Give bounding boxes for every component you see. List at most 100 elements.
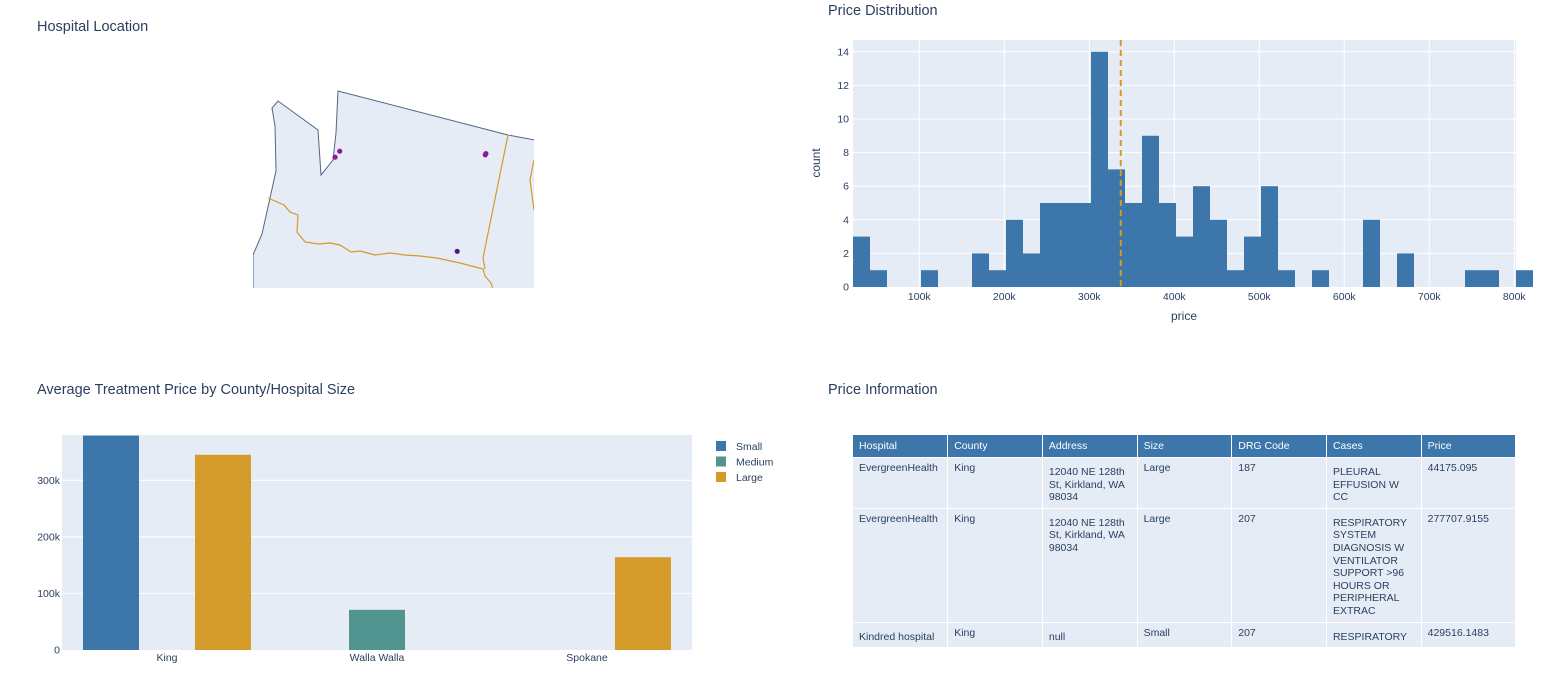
bar-small[interactable] — [83, 435, 139, 650]
table-cell: PLEURAL EFFUSION W CC — [1326, 457, 1422, 509]
histogram-y-tick-label: 12 — [837, 80, 849, 92]
histogram-bar[interactable] — [1482, 270, 1499, 287]
histogram-x-tick-label: 700k — [1418, 291, 1442, 303]
legend-item-small[interactable]: Small — [716, 441, 762, 453]
bar-medium[interactable] — [349, 609, 405, 650]
table-cell: 207 — [1231, 507, 1327, 623]
histogram-bar[interactable] — [1040, 202, 1057, 287]
bar-chart-title: Average Treatment Price by County/Hospit… — [37, 382, 356, 398]
legend-label: Large — [736, 472, 763, 484]
histogram-bar[interactable] — [1312, 270, 1329, 287]
histogram-y-tick-label: 6 — [843, 181, 849, 193]
bar-x-ticks: King Walla Walla Spokane — [156, 652, 607, 664]
table-header-cell: Address — [1042, 435, 1138, 458]
histogram-y-tick-label: 2 — [843, 248, 849, 260]
histogram-y-axis-title: count — [809, 148, 823, 178]
histogram-bar[interactable] — [1516, 270, 1533, 287]
hospital-marker[interactable] — [454, 248, 460, 254]
price-information-table[interactable]: Hospital County Address Size DRG Code Cases Pr… — [853, 435, 1516, 651]
bar-y-tick-label: 100k — [37, 588, 61, 600]
table-cell: 12040 NE 128th St, Kirkland, WA 98034 — [1042, 507, 1138, 623]
legend-item-medium[interactable]: Medium — [716, 456, 774, 469]
histogram-bar[interactable] — [853, 236, 870, 287]
histogram-title: Price Distribution — [828, 3, 938, 19]
bar-x-tick-label: Spokane — [566, 652, 608, 664]
table-row[interactable]: EvergreenHealth King 12040 NE 128th St, Ki… — [853, 457, 1516, 509]
histogram-bar[interactable] — [1006, 219, 1023, 287]
histogram-x-ticks: 100k 200k 300k 400k 500k 600k 700k 800k — [908, 291, 1527, 303]
table-cell: King — [947, 507, 1043, 623]
histogram-x-tick-label: 400k — [1163, 291, 1187, 303]
table-cell: 187 — [1231, 457, 1327, 509]
histogram-bar[interactable] — [1023, 253, 1040, 287]
legend-label: Small — [736, 441, 762, 453]
table-cell: EvergreenHealth — [853, 457, 949, 509]
histogram-bar[interactable] — [1057, 202, 1074, 287]
table-cell: Large — [1137, 457, 1233, 509]
table-header-row: Hospital County Address Size DRG Code Cases Pr… — [853, 435, 1516, 458]
legend-swatch — [716, 456, 726, 467]
canada-border-east — [529, 159, 534, 211]
legend-label: Medium — [736, 457, 774, 469]
hospital-marker[interactable] — [337, 148, 343, 154]
histogram-plot-area — [853, 40, 1516, 287]
bar-plot-area — [62, 435, 692, 650]
histogram-bar[interactable] — [1091, 51, 1108, 288]
bar-y-ticks: 0 100k 200k 300k — [37, 475, 61, 657]
hospital-marker[interactable] — [332, 154, 338, 160]
histogram-bar[interactable] — [1125, 202, 1142, 287]
histogram-bar[interactable] — [1397, 253, 1414, 287]
table-row[interactable]: EvergreenHealth King 12040 NE 128th St, Ki… — [853, 507, 1516, 623]
histogram-bar[interactable] — [1108, 169, 1125, 287]
legend-item-large[interactable]: Large — [716, 472, 763, 484]
histogram-bar[interactable] — [1159, 202, 1176, 287]
histogram-bar[interactable] — [1142, 135, 1159, 287]
bar-legend[interactable]: Small Medium Large — [716, 441, 774, 484]
legend-swatch — [716, 472, 726, 482]
table-cell: Large — [1137, 507, 1233, 623]
histogram-y-tick-label: 14 — [837, 46, 849, 58]
histogram-y-tick-label: 10 — [837, 113, 849, 125]
table-cell: null — [1042, 621, 1138, 648]
histogram-y-tick-label: 0 — [843, 282, 849, 294]
table-header-cell: Size — [1137, 435, 1233, 458]
table-row[interactable]: Kindred hospital King null Small 207 RESPIRAT… — [853, 621, 1516, 648]
table-cell: Small — [1137, 621, 1233, 648]
histogram-bar[interactable] — [1278, 270, 1295, 287]
histogram-bar[interactable] — [1244, 236, 1261, 287]
table-cell: 44175.095 — [1421, 457, 1516, 509]
histogram-bar[interactable] — [1176, 236, 1193, 287]
histogram-x-tick-label: 500k — [1248, 291, 1272, 303]
histogram-x-tick-label: 100k — [908, 291, 932, 303]
map-geo-layer — [253, 90, 534, 288]
histogram-bar[interactable] — [989, 270, 1006, 287]
table-cell: 12040 NE 128th St, Kirkland, WA 98034 — [1042, 457, 1138, 509]
histogram-bar[interactable] — [1227, 270, 1244, 287]
map-title: Hospital Location — [37, 19, 149, 35]
histogram-bar[interactable] — [870, 270, 887, 287]
histogram-bar[interactable] — [1261, 186, 1278, 287]
hospital-marker[interactable] — [482, 152, 488, 158]
histogram-bar[interactable] — [1210, 219, 1227, 287]
histogram-bar[interactable] — [1193, 186, 1210, 287]
bar-x-tick-label: King — [156, 652, 177, 664]
table-header-cell: DRG Code — [1231, 435, 1327, 458]
bar-y-tick-label: 200k — [37, 531, 61, 543]
histogram-bar[interactable] — [1363, 219, 1380, 287]
bar-y-tick-label: 300k — [37, 475, 61, 487]
table-cell: 207 — [1231, 621, 1327, 648]
histogram-grid — [853, 40, 1516, 287]
histogram-bar[interactable] — [1465, 270, 1482, 287]
table-cell: 277707.9155 — [1421, 507, 1516, 623]
bar-x-tick-label: Walla Walla — [350, 652, 405, 664]
histogram-x-tick-label: 600k — [1333, 291, 1357, 303]
hospital-marker[interactable] — [483, 151, 489, 157]
table-header-cell: Cases — [1326, 435, 1422, 458]
histogram-bar[interactable] — [972, 253, 989, 287]
bar-large[interactable] — [615, 557, 671, 650]
bar-grid — [62, 479, 692, 594]
bar-large[interactable] — [195, 454, 251, 650]
histogram-bar[interactable] — [921, 270, 938, 287]
bar-bars — [83, 435, 671, 650]
histogram-bar[interactable] — [1074, 202, 1091, 287]
